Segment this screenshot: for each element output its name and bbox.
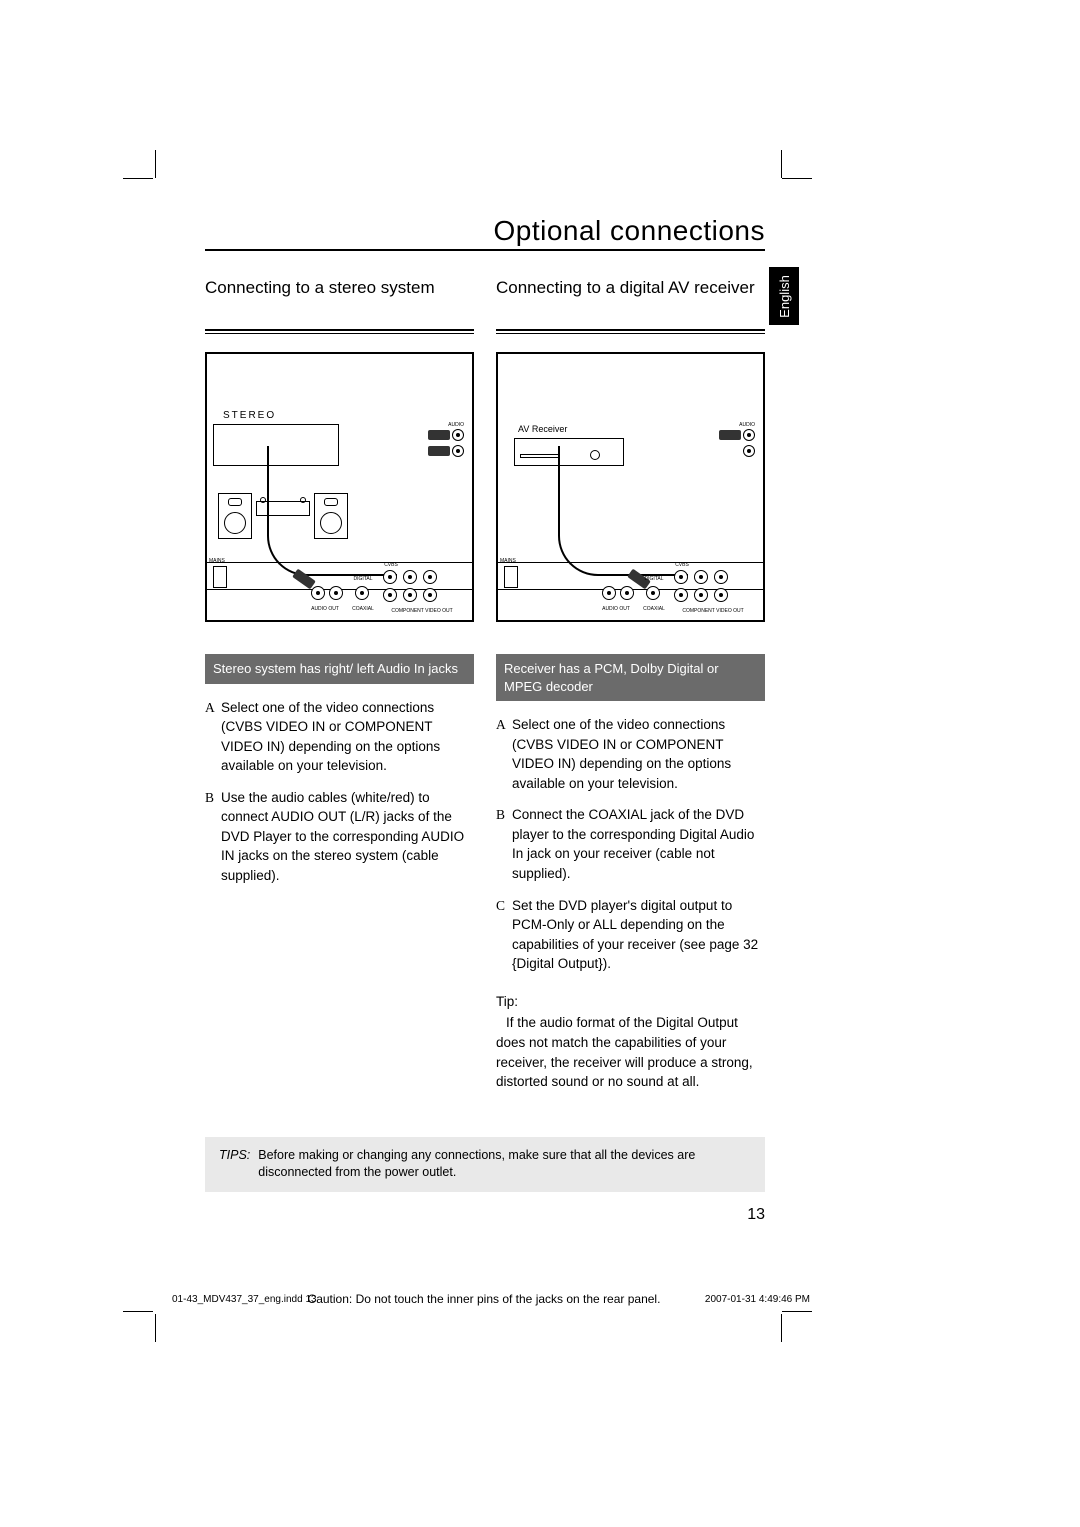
step-text: Set the DVD player's digital output to P… — [512, 896, 765, 974]
crop-mark — [782, 178, 812, 179]
coax-label: COAXIAL — [634, 606, 674, 612]
coax-plug-icon — [719, 430, 741, 440]
crop-mark — [123, 1311, 153, 1312]
mains-label: MAINS — [209, 558, 225, 564]
component-jack-icon — [423, 570, 437, 584]
coax-jack-icon — [355, 586, 369, 600]
rca-jack-icon — [743, 445, 755, 457]
cvbs-jack-icon — [383, 570, 397, 584]
step-letter: A — [205, 698, 221, 776]
rca-plug-icon — [428, 430, 450, 440]
audio-in-jacks: AUDIO — [406, 422, 466, 484]
crop-mark — [155, 150, 156, 178]
audio-label: AUDIO — [739, 422, 755, 428]
footer-file-meta: 01-43_MDV437_37_eng.indd 13 — [172, 1294, 317, 1305]
crop-mark — [781, 150, 782, 178]
page-title: Optional connections — [205, 215, 765, 251]
crop-mark — [781, 1314, 782, 1342]
left-heading: Connecting to a stereo system — [205, 277, 474, 325]
audio-out-label: AUDIO OUT — [596, 606, 636, 612]
step-letter: C — [496, 896, 512, 974]
component-jack-icon — [694, 570, 708, 584]
component-jack-icon — [383, 588, 397, 602]
rca-jack-icon — [602, 586, 616, 600]
audio-out-label: AUDIO OUT — [305, 606, 345, 612]
step-text: Select one of the video connections (CVB… — [512, 715, 765, 793]
rca-jack-icon — [743, 429, 755, 441]
rule — [496, 329, 765, 334]
step-text: Select one of the video connections (CVB… — [221, 698, 474, 776]
avr-audio-jacks: AUDIO — [697, 422, 757, 484]
component-jack-icon — [403, 570, 417, 584]
component-jack-icon — [423, 588, 437, 602]
cvbs-label: CVBS — [662, 562, 702, 568]
rca-jack-icon — [311, 586, 325, 600]
component-jack-icon — [694, 588, 708, 602]
rca-jack-icon — [452, 429, 464, 441]
component-label: COMPONENT VIDEO OUT — [678, 608, 748, 614]
tip-label: Tip: — [496, 992, 765, 1012]
speaker-left-icon — [218, 493, 252, 539]
digital-label: DIGITAL — [343, 576, 383, 582]
left-column: Connecting to a stereo system STEREO AUD… — [205, 277, 474, 1092]
tip-block: Tip: If the audio format of the Digital … — [496, 992, 765, 1092]
component-label: COMPONENT VIDEO OUT — [387, 608, 457, 614]
step-text: Use the audio cables (white/red) to conn… — [221, 788, 474, 886]
step-item: A Select one of the video connections (C… — [496, 715, 765, 793]
cvbs-label: CVBS — [371, 562, 411, 568]
tip-body: If the audio format of the Digital Outpu… — [496, 1013, 765, 1091]
mains-plug-icon — [213, 566, 227, 588]
language-tab-label: English — [777, 275, 792, 318]
columns: Connecting to a stereo system STEREO AUD… — [205, 277, 765, 1092]
stereo-device-label: STEREO — [223, 410, 276, 421]
language-tab: English — [769, 267, 799, 325]
audio-cable-icon — [267, 446, 397, 576]
footer-datetime: 2007-01-31 4:49:46 PM — [705, 1294, 810, 1305]
right-subhead: Receiver has a PCM, Dolby Digital or MPE… — [496, 654, 765, 701]
step-letter: B — [205, 788, 221, 886]
page-number: 13 — [205, 1206, 765, 1224]
component-jack-icon — [674, 588, 688, 602]
avr-slot-icon — [520, 454, 560, 458]
component-jack-icon — [714, 588, 728, 602]
audio-label: AUDIO — [448, 422, 464, 428]
component-jack-icon — [714, 570, 728, 584]
crop-mark — [155, 1314, 156, 1342]
stereo-diagram: STEREO AUDIO — [205, 352, 474, 622]
rca-jack-icon — [620, 586, 634, 600]
rca-jack-icon — [452, 445, 464, 457]
mains-label: MAINS — [500, 558, 516, 564]
left-subhead: Stereo system has right/ left Audio In j… — [205, 654, 474, 684]
step-item: A Select one of the video connections (C… — [205, 698, 474, 776]
coax-cable-icon — [558, 446, 688, 576]
coax-label: COAXIAL — [343, 606, 383, 612]
avr-device-label: AV Receiver — [518, 424, 567, 434]
cvbs-jack-icon — [674, 570, 688, 584]
page-content: Optional connections English Connecting … — [205, 215, 765, 1224]
step-item: B Connect the COAXIAL jack of the DVD pl… — [496, 805, 765, 883]
step-item: C Set the DVD player's digital output to… — [496, 896, 765, 974]
right-heading: Connecting to a digital AV receiver — [496, 277, 765, 325]
rca-jack-icon — [329, 586, 343, 600]
tips-box: TIPS: Before making or changing any conn… — [205, 1137, 765, 1192]
step-text: Connect the COAXIAL jack of the DVD play… — [512, 805, 765, 883]
component-jack-icon — [403, 588, 417, 602]
digital-label: DIGITAL — [634, 576, 674, 582]
crop-mark — [782, 1311, 812, 1312]
avr-diagram: AV Receiver AUDIO MAINS AUDIO OUT — [496, 352, 765, 622]
tips-text: Before making or changing any connection… — [258, 1147, 751, 1182]
rule — [205, 329, 474, 334]
crop-mark — [123, 178, 153, 179]
step-letter: A — [496, 715, 512, 793]
step-item: B Use the audio cables (white/red) to co… — [205, 788, 474, 886]
rca-plug-icon — [428, 446, 450, 456]
mains-plug-icon — [504, 566, 518, 588]
coax-jack-icon — [646, 586, 660, 600]
step-letter: B — [496, 805, 512, 883]
right-column: Connecting to a digital AV receiver AV R… — [496, 277, 765, 1092]
tips-label: TIPS: — [219, 1147, 250, 1182]
